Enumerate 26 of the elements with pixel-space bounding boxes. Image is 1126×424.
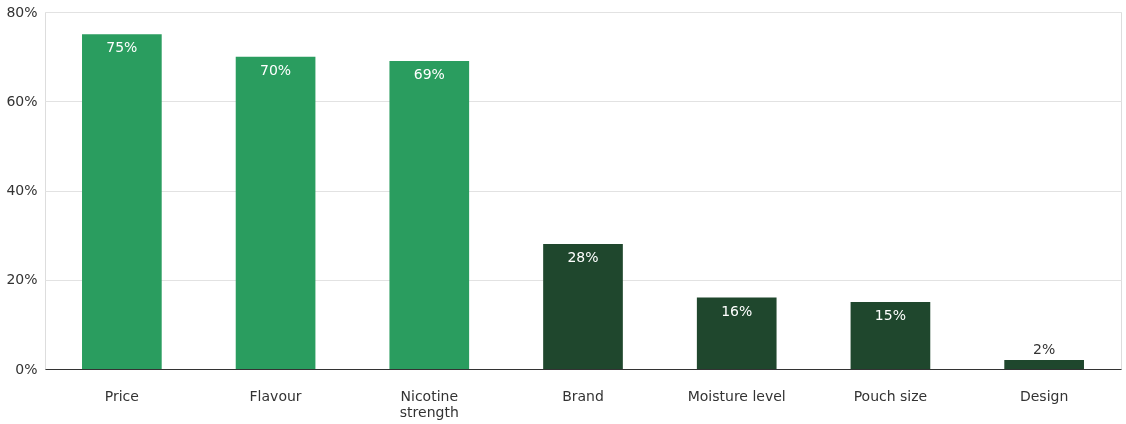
x-tick-label: Price [104,387,139,404]
data-label: 2% [1033,341,1056,358]
data-label: 16% [721,302,753,319]
bar [1004,360,1084,369]
bar [850,302,931,369]
data-label: 69% [413,66,445,83]
data-label: 15% [874,307,906,324]
x-tick-label: Pouch size [853,387,928,404]
y-tick-label: 80% [6,3,38,20]
y-tick-label: 60% [6,92,38,109]
y-tick-label: 20% [6,271,38,288]
bar [543,244,623,369]
data-label: 70% [260,61,292,78]
bar [82,34,162,369]
x-tick-label: Nicotine strength [399,387,459,420]
x-tick-label: Flavour [249,387,302,404]
x-tick-label: Design [1019,387,1069,404]
data-label: 75% [106,39,138,56]
y-tick-label: 0% [15,360,38,377]
bar [696,297,777,369]
bar [235,56,316,369]
x-tick-label: Brand [562,387,604,404]
data-label: 28% [567,249,599,266]
x-tick-label: Moisture level [687,387,786,404]
y-tick-label: 40% [6,182,38,198]
bar [389,61,470,369]
